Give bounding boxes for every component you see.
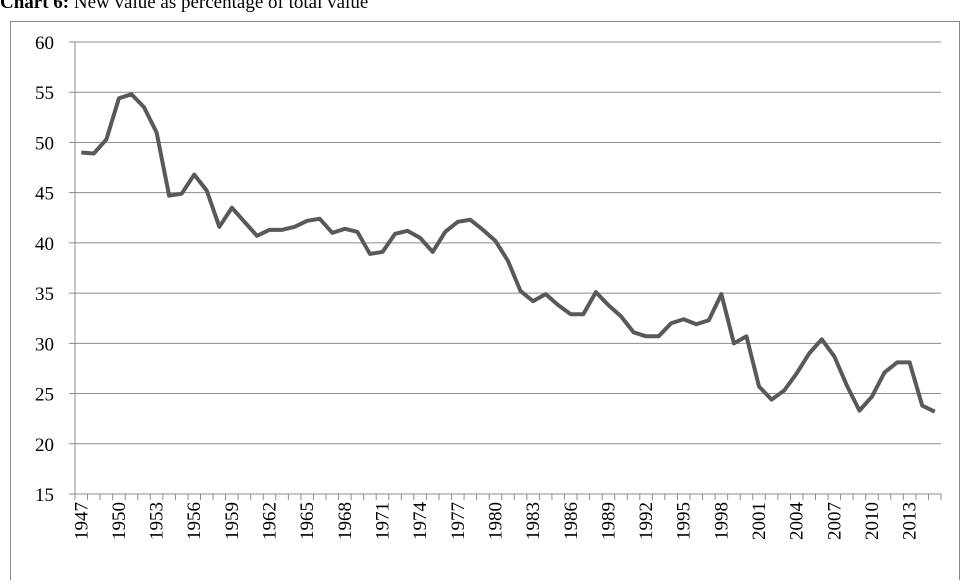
title-prefix: Chart 6: bbox=[0, 0, 69, 13]
data-line bbox=[81, 92, 936, 414]
x-tick-label: 1962 bbox=[260, 502, 281, 540]
x-tick-label: 1965 bbox=[297, 502, 318, 540]
title-text: New value as percentage of total value bbox=[74, 0, 368, 13]
x-tick-label: 2013 bbox=[900, 502, 921, 540]
y-tick-label: 25 bbox=[35, 385, 54, 406]
y-tick-label: 15 bbox=[35, 485, 54, 506]
x-tick-label: 1956 bbox=[184, 502, 205, 540]
x-tick-label: 2010 bbox=[862, 502, 883, 540]
x-tick-label: 2004 bbox=[787, 502, 808, 541]
y-tick-label: 35 bbox=[35, 284, 54, 305]
x-tick-label: 1959 bbox=[222, 502, 243, 540]
y-tick-label: 55 bbox=[35, 83, 54, 104]
y-tick-label: 20 bbox=[35, 435, 54, 456]
x-tick-label: 1980 bbox=[485, 502, 506, 540]
y-tick-label: 60 bbox=[35, 33, 54, 54]
x-tick-label: 2001 bbox=[749, 502, 770, 540]
y-tick-label: 45 bbox=[35, 184, 54, 205]
x-tick-label: 1995 bbox=[674, 502, 695, 540]
y-tick-label: 40 bbox=[35, 234, 54, 255]
x-tick-label: 1950 bbox=[109, 502, 130, 540]
x-tick-label: 1989 bbox=[598, 502, 619, 540]
y-tick-label: 30 bbox=[35, 334, 54, 355]
chart-title: Chart 6: New value as percentage of tota… bbox=[0, 0, 368, 13]
x-tick-label: 1947 bbox=[71, 502, 92, 540]
x-tick-label: 1992 bbox=[636, 502, 657, 540]
x-tick-label: 1974 bbox=[410, 502, 431, 541]
x-tick-label: 1998 bbox=[711, 502, 732, 540]
x-tick-label: 1977 bbox=[448, 502, 469, 540]
x-tick-label: 1953 bbox=[147, 502, 168, 540]
x-tick-label: 1986 bbox=[561, 502, 582, 540]
x-tick-label: 2007 bbox=[824, 502, 845, 540]
x-tick-label: 1968 bbox=[335, 502, 356, 540]
x-tick-label: 1971 bbox=[372, 502, 393, 540]
x-tick-label: 1983 bbox=[523, 502, 544, 540]
chart-border bbox=[10, 21, 960, 585]
y-tick-label: 50 bbox=[35, 133, 54, 154]
